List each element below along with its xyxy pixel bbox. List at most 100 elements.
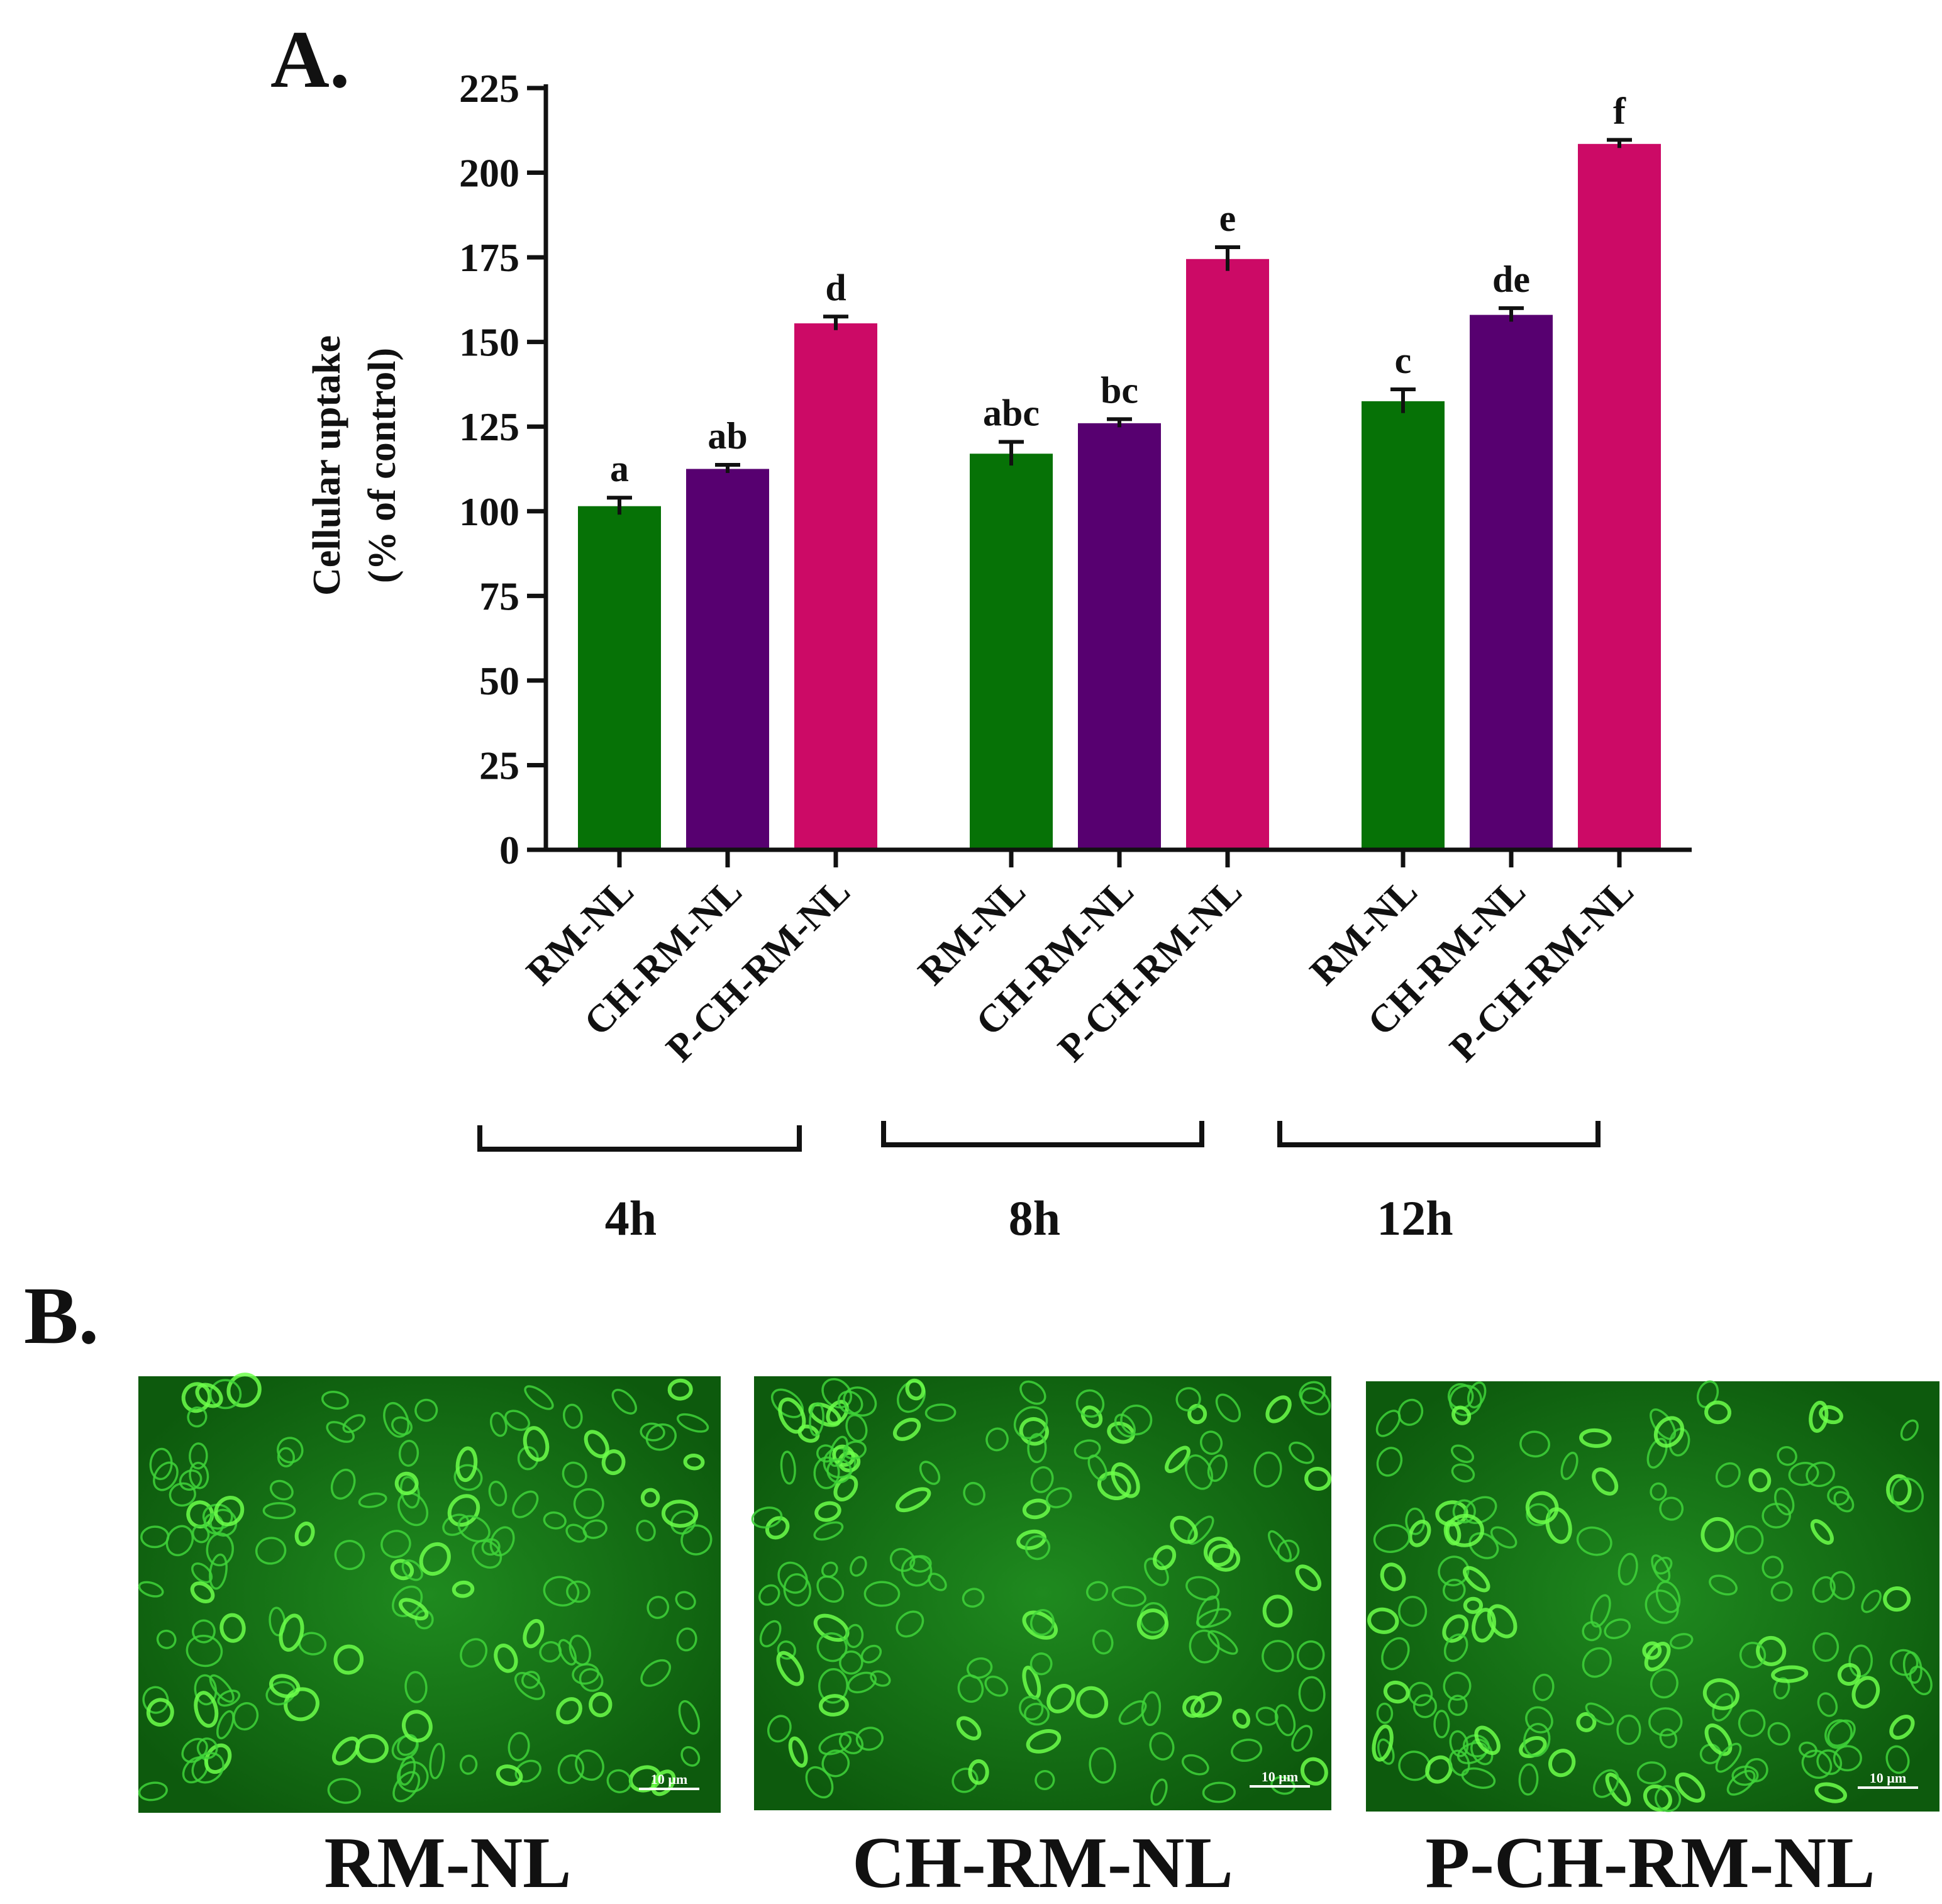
cell [1449, 1730, 1469, 1757]
cell [1438, 1556, 1470, 1586]
cell [1525, 1491, 1559, 1524]
cell [1883, 1586, 1911, 1612]
sig-letter-8h-P-CH-RM-NL: e [1219, 198, 1236, 239]
cell [751, 1506, 783, 1528]
x-tick-label-4h-P-CH-RM-NL: P-CH-RM-NL [658, 870, 858, 1070]
cell [1291, 1725, 1313, 1752]
cell [776, 1651, 804, 1686]
panel-a-letter: A. [270, 14, 350, 105]
cell [870, 1670, 891, 1687]
sig-letter-12h-P-CH-RM-NL: f [1613, 90, 1626, 131]
cell [206, 1532, 234, 1567]
cell [1380, 1562, 1406, 1591]
cell [1265, 1395, 1292, 1423]
group-label-8h: 8h [1009, 1191, 1060, 1245]
cell [203, 1513, 224, 1535]
y-axis: 0 25 50 75 100 125 150 175 200 225 [459, 66, 548, 872]
cell [680, 1524, 713, 1556]
cell [1153, 1545, 1177, 1571]
cell [1646, 1437, 1668, 1469]
cell [1582, 1621, 1602, 1642]
cell [1376, 1447, 1403, 1477]
cell [1648, 1707, 1683, 1737]
cell [1300, 1387, 1331, 1416]
cell [1149, 1732, 1175, 1761]
cell [523, 1426, 550, 1462]
cell [514, 1672, 545, 1700]
cell [1299, 1381, 1326, 1405]
cell [1709, 1574, 1738, 1596]
cell [1435, 1500, 1468, 1527]
cell [1450, 1444, 1475, 1463]
cell [1777, 1446, 1797, 1466]
cell [1425, 1755, 1453, 1784]
x-tick-label-12h-P-CH-RM-NL: P-CH-RM-NL [1442, 870, 1642, 1070]
cell [1851, 1676, 1880, 1709]
scale-bar-label: 10 µm [1262, 1769, 1299, 1784]
cell [919, 1461, 941, 1485]
cell [179, 1469, 203, 1491]
cell [783, 1573, 812, 1607]
cell [1889, 1715, 1915, 1740]
cell [149, 1447, 173, 1481]
cell [813, 1521, 844, 1541]
cell [1383, 1680, 1410, 1704]
cell [153, 1461, 179, 1491]
cell [1837, 1662, 1861, 1686]
cell [1767, 1722, 1790, 1746]
cell [447, 1494, 480, 1527]
cell [1650, 1482, 1667, 1501]
cell [1463, 1566, 1490, 1593]
cell [1189, 1629, 1220, 1664]
cell [821, 1378, 853, 1409]
cell [1443, 1578, 1466, 1602]
cell [1442, 1614, 1469, 1643]
bars: a ab d abc bc e c de f [578, 90, 1661, 850]
cell [514, 1759, 541, 1783]
cell [539, 1641, 562, 1662]
y-tick-label-3: 75 [479, 574, 519, 618]
cell [1827, 1719, 1856, 1747]
cell [1019, 1380, 1046, 1405]
cell [896, 1610, 924, 1638]
cell [457, 1515, 491, 1543]
cell [358, 1492, 387, 1508]
cell [504, 1410, 530, 1431]
cell [606, 1769, 632, 1793]
y-tick-label-5: 125 [459, 404, 519, 449]
cell [1900, 1419, 1919, 1441]
cell [1545, 1507, 1572, 1544]
cell [1024, 1703, 1050, 1726]
cell [676, 1627, 697, 1652]
cell [277, 1447, 295, 1467]
cell [1576, 1526, 1612, 1556]
cell [1027, 1433, 1047, 1464]
cell [646, 1596, 670, 1619]
cell [1202, 1781, 1236, 1803]
cell [189, 1461, 209, 1489]
cell [1523, 1723, 1551, 1757]
cell [1653, 1416, 1685, 1448]
cell [1467, 1381, 1487, 1409]
cell [397, 1734, 418, 1756]
cell [1585, 1702, 1614, 1725]
cell [640, 1488, 660, 1508]
cell [194, 1674, 218, 1706]
cell [398, 1598, 429, 1621]
cell [640, 1422, 665, 1442]
cell [909, 1555, 932, 1573]
cell [952, 1768, 979, 1793]
cell [1659, 1728, 1678, 1749]
cell [1150, 1778, 1168, 1806]
cell [187, 1406, 208, 1428]
cell [455, 1446, 478, 1483]
sig-letter-4h-RM-NL: a [610, 448, 629, 489]
cell [1253, 1451, 1282, 1488]
cell [142, 1686, 169, 1714]
cell [1030, 1466, 1054, 1493]
cell [1114, 1413, 1136, 1438]
cell [481, 1538, 501, 1556]
cell [1451, 1463, 1475, 1483]
cell [1734, 1525, 1764, 1555]
